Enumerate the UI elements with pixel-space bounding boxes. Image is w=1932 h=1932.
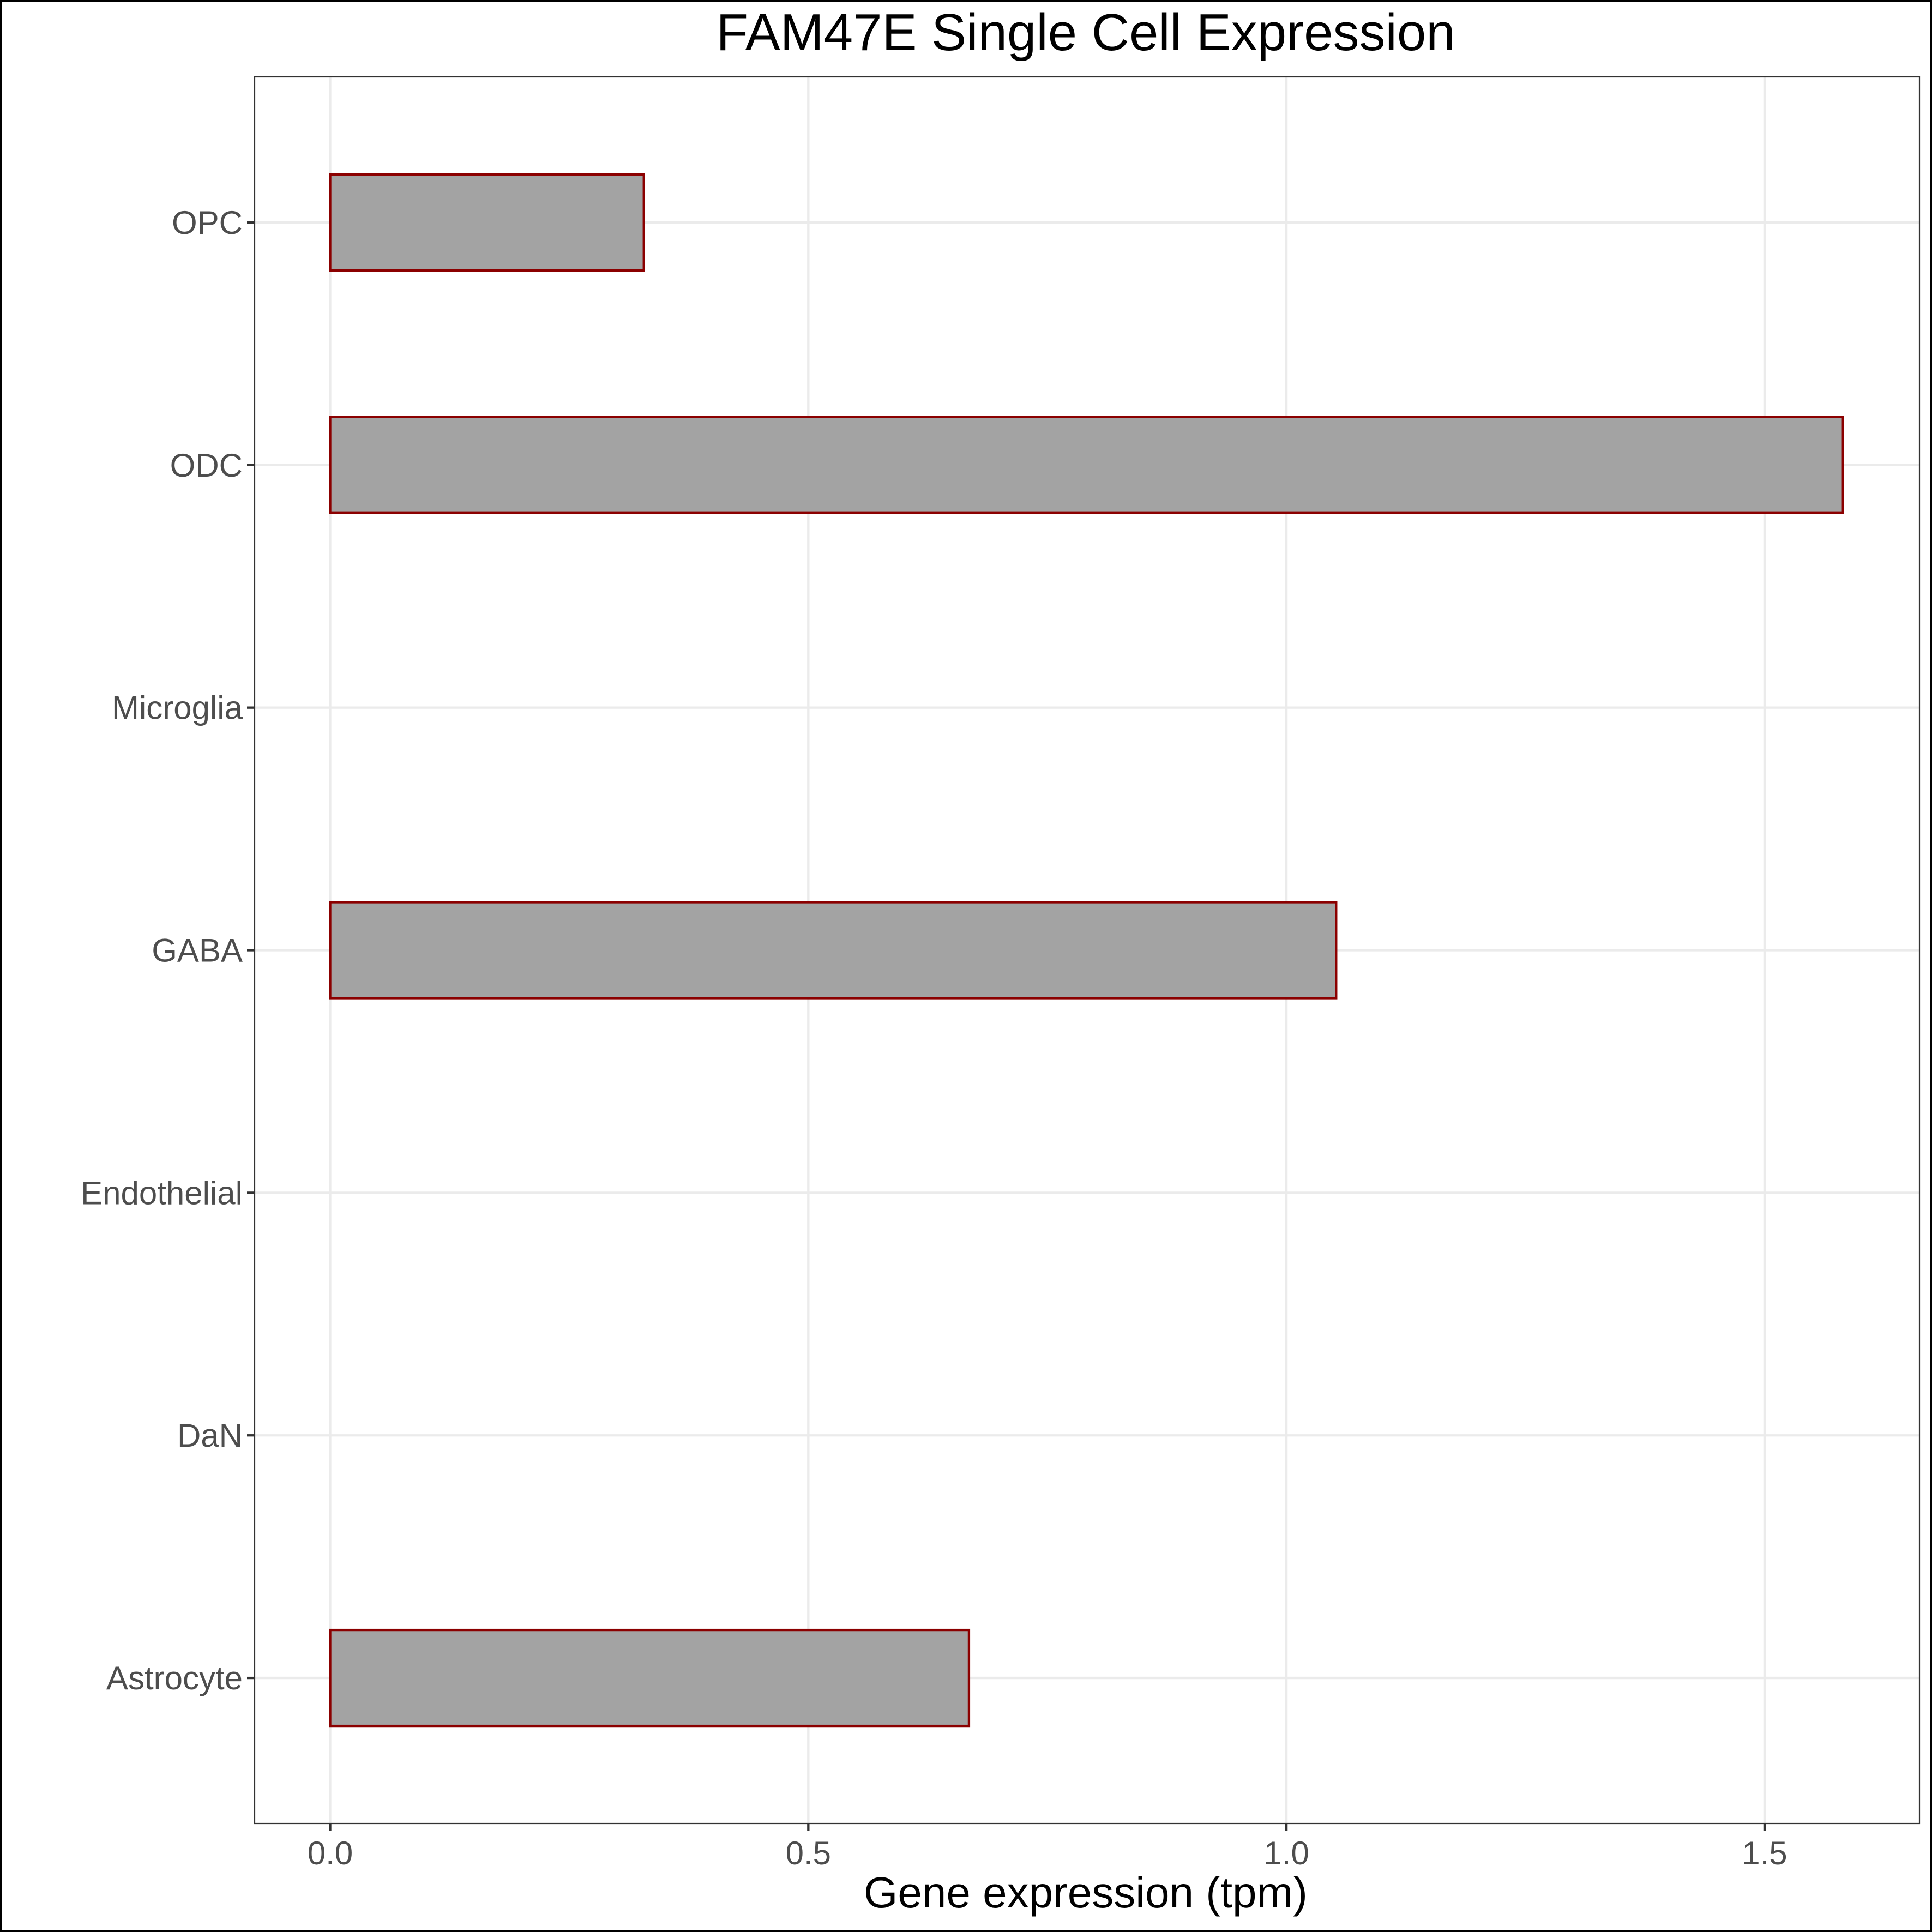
axes: Astrocyte DaN Endothelial GABA Microglia ODC O…: [81, 204, 1787, 1871]
y-tick-label: Endothelial: [81, 1175, 243, 1211]
x-tick-label: 1.5: [1742, 1835, 1787, 1871]
x-tick-label: 0.0: [308, 1835, 353, 1871]
y-tick-label: Microglia: [112, 690, 243, 726]
x-axis-title: Gene expression (tpm): [864, 1868, 1308, 1917]
y-tick-label: Astrocyte: [106, 1660, 243, 1696]
y-tick-label: OPC: [172, 204, 243, 241]
bar-astrocyte: [329, 1628, 971, 1728]
x-tick-label: 1.0: [1263, 1835, 1309, 1871]
bar-opc: [329, 173, 645, 272]
bar-gaba: [329, 901, 1338, 1000]
y-tick-label: ODC: [170, 447, 243, 484]
bars: [329, 173, 1844, 1728]
y-tick-label: DaN: [177, 1417, 243, 1454]
y-tick-label: GABA: [152, 932, 243, 969]
bar-odc: [329, 416, 1844, 514]
chart-title: FAM47E Single Cell Expression: [716, 3, 1455, 62]
x-tick-label: 0.5: [786, 1835, 831, 1871]
